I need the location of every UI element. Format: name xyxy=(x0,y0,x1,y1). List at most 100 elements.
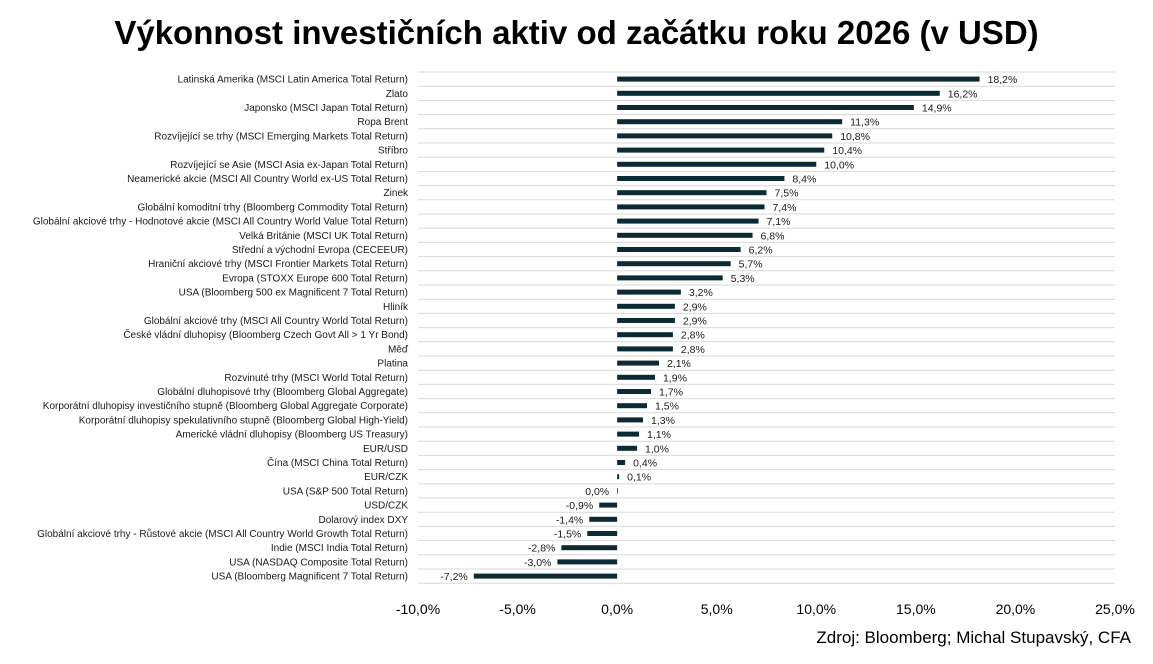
gridlines xyxy=(418,71,1115,584)
data-label: 1,0% xyxy=(645,443,669,455)
chart-title: Výkonnost investičních aktiv od začátku … xyxy=(114,14,1039,51)
category-label: Globální akciové trhy - Hodnotové akcie … xyxy=(33,217,408,228)
bar xyxy=(617,76,980,82)
bar xyxy=(617,261,731,267)
category-label: Velká Británie (MSCI UK Total Return) xyxy=(239,231,408,242)
category-label: Čína (MSCI China Total Return) xyxy=(267,456,408,469)
bar xyxy=(617,161,817,167)
bar xyxy=(617,105,914,110)
data-label: 2,8% xyxy=(681,344,705,356)
data-label: 6,8% xyxy=(761,230,785,242)
category-label: USA (NASDAQ Composite Total Return) xyxy=(229,557,408,568)
category-label: USA (Bloomberg Magnificent 7 Total Retur… xyxy=(211,572,408,583)
bar xyxy=(617,147,825,153)
data-label: 1,3% xyxy=(651,415,675,427)
bar xyxy=(617,417,644,423)
source-note: Zdroj: Bloomberg; Michal Stupavský, CFA xyxy=(816,628,1131,647)
data-label: 7,1% xyxy=(767,216,791,228)
bar xyxy=(617,389,651,394)
bar xyxy=(617,303,675,309)
category-label: USD/CZK xyxy=(364,501,408,512)
category-label: Japonsko (MSCI Japan Total Return) xyxy=(244,103,408,114)
data-label: 1,9% xyxy=(663,372,687,384)
data-label: 2,9% xyxy=(683,301,707,313)
category-label: Korporátní dluhopisy spekulativního stup… xyxy=(79,415,408,426)
category-label: Globální dluhopisové trhy (Bloomberg Glo… xyxy=(157,387,408,398)
data-label: 0,0% xyxy=(585,486,609,498)
bar xyxy=(617,190,767,196)
data-label: 6,2% xyxy=(749,245,773,257)
data-label: -3,0% xyxy=(524,557,551,569)
data-label: 1,7% xyxy=(659,387,683,399)
data-label: -7,2% xyxy=(440,571,467,583)
category-label: Rozvinuté trhy (MSCI World Total Return) xyxy=(224,373,408,384)
category-label: EUR/CZK xyxy=(364,472,408,483)
category-label: Dolarový index DXY xyxy=(319,515,409,526)
data-label: 0,4% xyxy=(633,458,657,470)
category-label: USA (Bloomberg 500 ex Magnificent 7 Tota… xyxy=(179,288,408,299)
bar xyxy=(617,218,759,224)
category-label: Hraniční akciové trhy (MSCI Frontier Mar… xyxy=(148,259,408,270)
category-label: Střední a východní Evropa (CECEEUR) xyxy=(232,245,408,256)
bar xyxy=(557,559,618,565)
data-label: -1,5% xyxy=(554,529,581,541)
data-label: 16,2% xyxy=(948,88,978,100)
category-label: Zlato xyxy=(386,89,409,100)
data-label: 5,3% xyxy=(731,273,755,285)
x-tick-label: -10,0% xyxy=(396,601,440,617)
data-label: 2,8% xyxy=(681,330,705,342)
bar xyxy=(617,275,723,281)
category-label: Rozvíjející se trhy (MSCI Emerging Marke… xyxy=(154,131,408,142)
bar xyxy=(617,403,648,409)
bar xyxy=(617,474,620,480)
bar xyxy=(561,545,618,551)
bar xyxy=(617,176,785,181)
data-label: 5,7% xyxy=(739,259,763,271)
category-label: České vládní dluhopisy (Bloomberg Czech … xyxy=(123,328,408,341)
category-label: Rozvíjející se Asie (MSCI Asia ex-Japan … xyxy=(170,160,408,171)
data-label: 10,0% xyxy=(824,159,854,171)
data-label: 1,1% xyxy=(647,429,671,441)
bar xyxy=(587,531,618,536)
data-label: 10,4% xyxy=(832,145,862,157)
x-tick-label: -5,0% xyxy=(499,601,536,617)
category-label: Latinská Amerika (MSCI Latin America Tot… xyxy=(178,75,408,86)
bar xyxy=(617,431,640,437)
bar xyxy=(473,573,618,579)
category-label: Ropa Brent xyxy=(357,117,408,128)
category-label: Americké vládní dluhopisy (Bloomberg US … xyxy=(176,430,408,441)
data-label: 11,3% xyxy=(850,117,879,129)
bar xyxy=(617,445,638,451)
data-label: 3,2% xyxy=(689,287,713,299)
data-label: 2,1% xyxy=(667,358,691,370)
bar xyxy=(617,90,940,96)
category-label: Zinek xyxy=(384,188,409,199)
x-tick-label: 0,0% xyxy=(601,601,633,617)
bar xyxy=(617,232,753,238)
data-label: 7,5% xyxy=(775,188,799,200)
bar xyxy=(617,460,626,465)
data-label: 8,4% xyxy=(792,174,816,186)
data-label: -2,8% xyxy=(528,543,555,555)
x-tick-label: 15,0% xyxy=(896,601,936,617)
x-tick-label: 10,0% xyxy=(796,601,836,617)
data-label: 0,1% xyxy=(627,472,651,484)
data-label: 14,9% xyxy=(922,103,952,115)
category-label: Neamerické akcie (MSCI All Country World… xyxy=(127,174,408,185)
category-label: Platina xyxy=(377,359,408,370)
labels: -10,0% -5,0% 0,0% 5,0% 10,0% 15,0% 20,0% 25,0% L… xyxy=(33,74,1135,617)
bar xyxy=(599,502,618,508)
category-label: Globální akciové trhy - Růstové akcie (M… xyxy=(37,528,408,540)
data-label: -1,4% xyxy=(556,514,583,526)
bar xyxy=(617,346,673,352)
data-label: 2,9% xyxy=(683,316,707,328)
bar xyxy=(617,133,833,139)
category-label: Indie (MSCI India Total Return) xyxy=(271,543,408,554)
bar xyxy=(617,119,843,125)
category-label: Měď xyxy=(388,344,409,355)
category-label: USA (S&P 500 Total Return) xyxy=(283,486,408,497)
category-label: Korporátní dluhopisy investičního stupně… xyxy=(43,401,408,412)
data-label: 7,4% xyxy=(773,202,797,214)
data-label: 1,5% xyxy=(655,401,679,413)
